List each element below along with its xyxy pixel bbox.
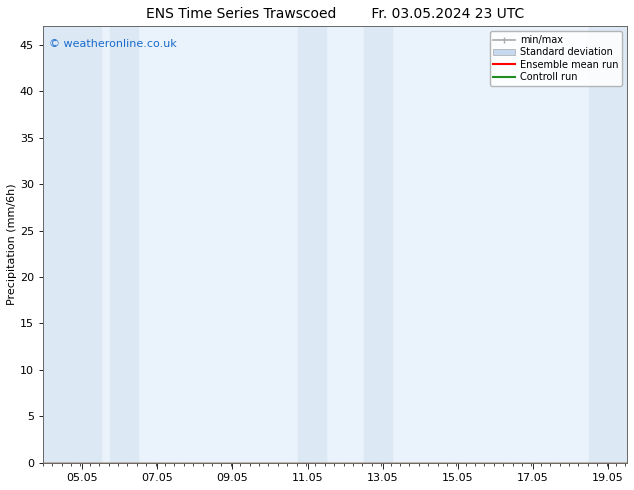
- Bar: [298, 26, 327, 463]
- Bar: [110, 26, 138, 463]
- Bar: [44, 26, 101, 463]
- Bar: [590, 26, 627, 463]
- Text: © weatheronline.co.uk: © weatheronline.co.uk: [49, 39, 176, 49]
- Title: ENS Time Series Trawscoed        Fr. 03.05.2024 23 UTC: ENS Time Series Trawscoed Fr. 03.05.2024…: [146, 7, 524, 21]
- Bar: [364, 26, 392, 463]
- Y-axis label: Precipitation (mm/6h): Precipitation (mm/6h): [7, 184, 17, 305]
- Legend: min/max, Standard deviation, Ensemble mean run, Controll run: min/max, Standard deviation, Ensemble me…: [489, 31, 622, 86]
